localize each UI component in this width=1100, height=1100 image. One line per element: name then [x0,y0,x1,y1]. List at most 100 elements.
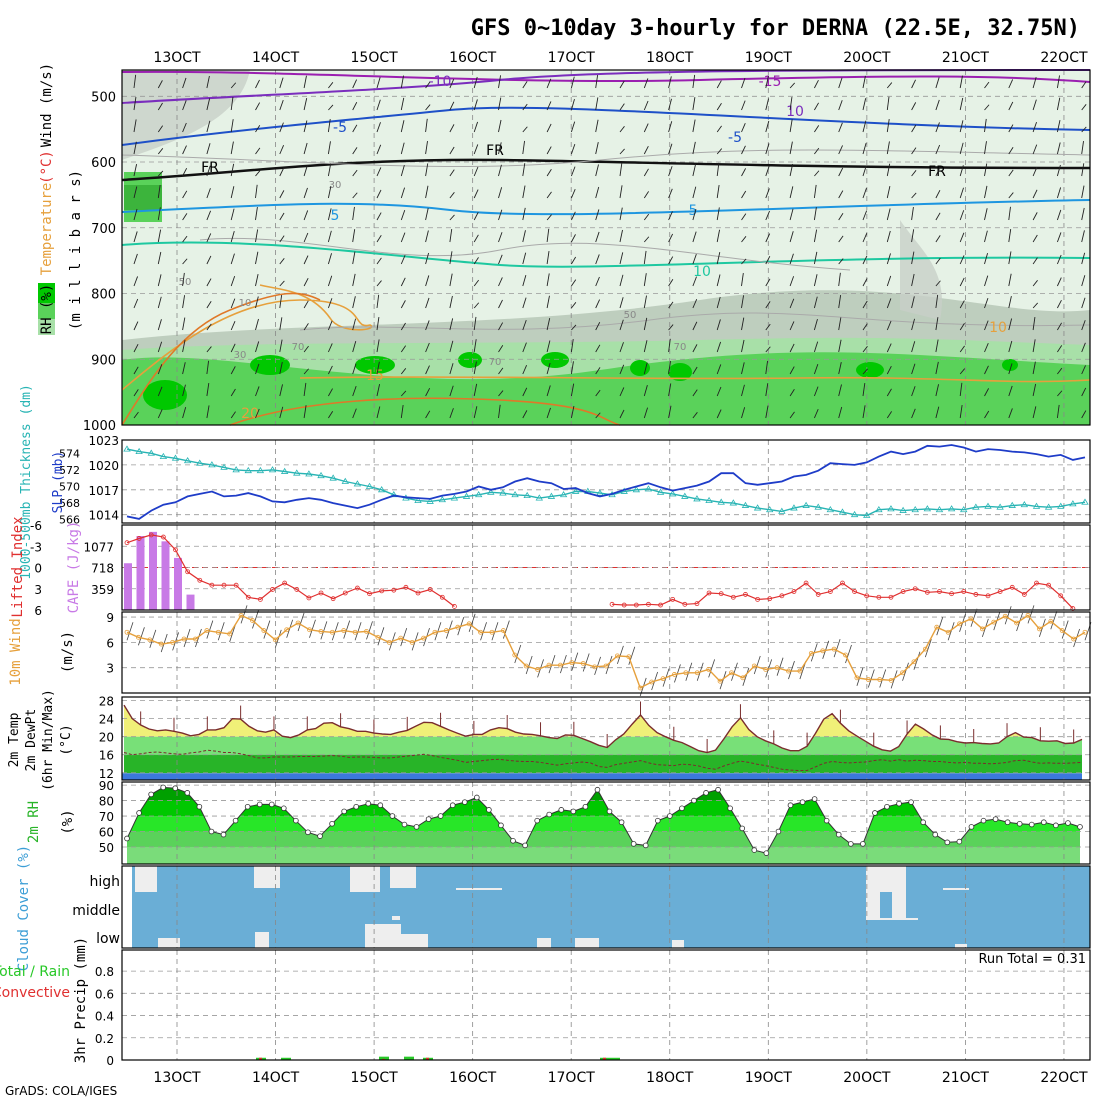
wind-barb [522,387,528,397]
rh-band [127,816,1080,832]
wind-barb [230,298,236,309]
rh-marker [920,819,926,826]
wind-barb [838,362,842,375]
wind-barb [708,659,716,678]
wind-barb [303,142,308,155]
wind-barb [886,411,893,419]
thickness-marker [353,480,362,487]
wind-barb [741,384,745,397]
rh-marker [437,813,444,819]
rh-marker [498,822,504,829]
cape-bar [161,541,170,610]
wind-speed-marker [1025,612,1031,618]
wind-barb [959,187,964,199]
rh-marker [787,802,794,809]
wind-barb [449,146,455,155]
li-marker [257,596,263,602]
time-label-top: 16OCT [449,50,497,66]
rh-marker [208,828,215,835]
wind-barb [789,208,794,221]
rh2m-axis-label: 2m RH [26,801,42,843]
wind-barb [959,142,964,155]
wind-barb [902,662,909,681]
thickness-marker [1008,501,1016,508]
rh-marker [654,817,661,824]
wind10-unit-label: (m/s) [60,631,76,673]
rh-tick-label: 50 [99,841,114,855]
li-axis-label: Lifted Index [10,516,26,617]
wind-barb [1056,75,1060,89]
wind-barb [1032,361,1036,375]
wind-barb [327,298,333,309]
wind-barb [643,273,647,287]
wind-barb [498,119,502,133]
wind-barb [765,143,770,155]
temp-tick-label: 16 [99,749,114,763]
wind-barb [862,323,868,331]
li-marker [864,593,870,599]
wind-barb [546,385,551,397]
wind-speed-marker [329,629,335,635]
rh-grey-band [122,70,250,160]
wind-speed-marker [603,663,609,669]
wind-barb [741,168,747,177]
rh-marker [486,807,492,813]
wind-barb [255,147,261,155]
thickness-marker [693,495,701,502]
wind-speed-marker [854,675,860,681]
wind-barb [813,296,818,309]
wind-barb [935,317,939,331]
rh-tick-label: 80 [99,795,114,809]
thickness-tick-label: 572 [59,464,80,477]
wind-barb [255,207,258,221]
wind-barb [303,165,308,177]
wind-barb [741,190,747,199]
wind-barb [473,383,478,397]
wind-barb [546,407,551,419]
wind-barb [619,126,625,133]
wind-barb [582,653,590,672]
wind-barb [133,141,137,155]
wind-speed-marker [124,629,130,635]
thickness-marker [244,466,252,474]
li-marker [779,593,785,599]
wind-barb [845,644,852,664]
wind-barb [619,80,625,89]
wind-barb [838,317,842,331]
thickness-marker [317,471,325,479]
wind-barb [765,188,770,199]
wind-barb [1008,169,1014,177]
wind-barb [643,340,648,353]
wind-barb [911,102,917,111]
wind-barb [546,228,550,243]
wind-speed-marker [398,635,404,641]
wind-speed-marker [979,626,985,632]
li-marker [160,534,166,540]
rh-marker [1041,819,1047,826]
cape-bar [149,531,157,610]
wind-barb [230,230,235,243]
wind-barb [716,341,722,353]
wind-barb [182,272,185,287]
wind-barb [352,101,358,111]
wind-barb [498,390,504,397]
wind-barb [376,317,380,331]
slp-tick-label: 1017 [88,484,119,498]
li-marker [306,595,312,601]
wind-barb [157,148,164,155]
slp-axis-label: SLP (mb) [51,451,66,514]
thickness-marker [159,452,168,459]
thickness-marker [280,467,289,474]
cloud-fill-block [390,866,416,888]
rh-marker [594,786,601,793]
wind-barb [862,233,868,243]
cloud-fill-block [392,916,400,920]
wind-barb [741,236,747,243]
wind-barb [668,256,674,265]
rh-band [127,846,1080,864]
rh-marker [823,817,830,824]
wind-barb [814,125,820,133]
wind-barb [468,613,476,632]
thickness-marker [596,489,604,496]
wind-barb [984,252,989,265]
